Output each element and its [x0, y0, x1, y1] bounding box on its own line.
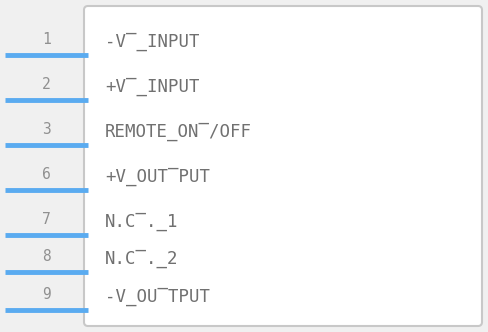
Text: 2: 2 — [42, 77, 51, 92]
Text: -V_OU̅TPUT: -V_OU̅TPUT — [105, 288, 210, 306]
Text: -V̅_INPUT: -V̅_INPUT — [105, 33, 200, 51]
Text: 7: 7 — [42, 212, 51, 227]
FancyBboxPatch shape — [84, 6, 482, 326]
Text: +V̅_INPUT: +V̅_INPUT — [105, 78, 200, 96]
Text: REMOTE_ON̅/OFF: REMOTE_ON̅/OFF — [105, 123, 252, 141]
Text: 6: 6 — [42, 167, 51, 182]
Text: 8: 8 — [42, 249, 51, 264]
Text: 9: 9 — [42, 287, 51, 302]
Text: N.C̅._1: N.C̅._1 — [105, 212, 179, 231]
Text: 3: 3 — [42, 122, 51, 137]
Text: N.C̅._2: N.C̅._2 — [105, 250, 179, 268]
Text: 1: 1 — [42, 32, 51, 47]
Text: +V_OUT̅PUT: +V_OUT̅PUT — [105, 168, 210, 186]
